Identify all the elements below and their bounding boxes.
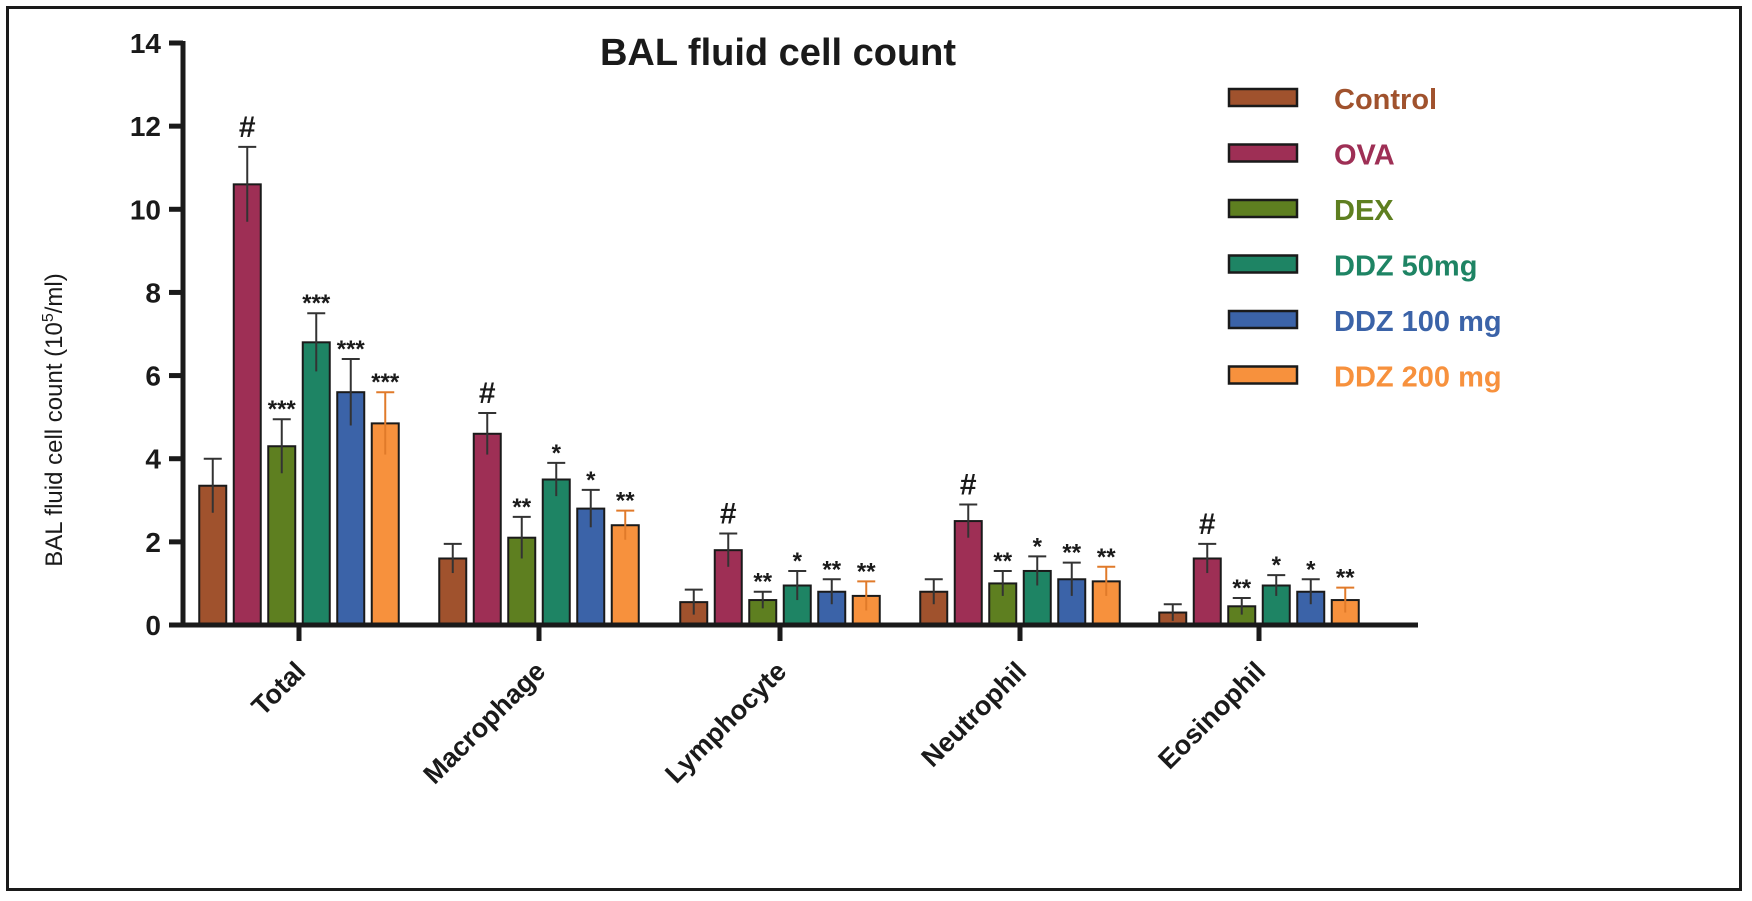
error-bar	[993, 569, 1012, 596]
error-bar	[616, 509, 635, 540]
y-axis-label-prefix: BAL fluid cell count (10	[41, 322, 68, 567]
legend-label-ova: OVA	[1334, 140, 1395, 172]
y-axis-label: BAL fluid cell count (105/ml)	[40, 273, 68, 566]
significance-mark: *	[1272, 552, 1282, 579]
significance-mark: **	[616, 488, 635, 515]
bar-ova-macrophage	[472, 432, 502, 626]
error-bar	[238, 145, 257, 222]
error-bar	[1097, 565, 1116, 596]
x-tick-label-neutrophil: Neutrophil	[916, 656, 1033, 773]
significance-mark: #	[1199, 508, 1216, 541]
bar-ddz-50mg-total	[301, 341, 331, 626]
bar-ddz-100-mg-total	[336, 391, 366, 627]
significance-mark: **	[857, 558, 876, 585]
plot-area: #************ #****** #*** ** **#*** ** **#***…	[198, 111, 1360, 627]
bar-ddz-50mg-neutrophil	[1022, 569, 1052, 627]
significance-mark: #	[720, 498, 737, 531]
significance-mark: ***	[268, 396, 297, 423]
bar-ova-neutrophil	[953, 520, 983, 626]
error-bar	[1198, 542, 1217, 574]
y-axis-label-sup: 5	[40, 313, 57, 322]
significance-mark: **	[753, 569, 772, 596]
y-tick-label: 4	[145, 444, 161, 475]
y-tick-label: 8	[145, 277, 161, 308]
error-bar	[512, 515, 531, 559]
legend-label-ddz-100-mg: DDZ 100 mg	[1334, 306, 1502, 338]
bar-ddz-200-mg-total	[370, 422, 400, 626]
error-bar	[1232, 596, 1251, 615]
significance-mark: **	[1336, 565, 1355, 592]
y-tick-label: 10	[130, 194, 161, 225]
significance-mark: ***	[302, 290, 331, 317]
y-axis-label-suffix: /ml)	[41, 273, 68, 313]
bar-ddz-200-mg-macrophage	[610, 524, 640, 627]
significance-mark: *	[1033, 533, 1043, 560]
error-bar	[547, 461, 566, 497]
legend-swatch-ova	[1227, 143, 1299, 163]
y-tick-label: 12	[130, 111, 161, 142]
error-bar	[959, 503, 978, 538]
legend-swatch-ddz-100-mg	[1227, 309, 1299, 330]
significance-mark: *	[552, 440, 562, 467]
error-bar	[478, 411, 497, 455]
error-bar	[684, 588, 703, 615]
significance-mark: *	[1306, 556, 1316, 583]
error-bar	[753, 590, 772, 609]
legend-label-ddz-50mg: DDZ 50mg	[1334, 251, 1477, 283]
significance-mark: **	[993, 548, 1012, 575]
significance-mark: **	[1097, 544, 1116, 571]
error-bar	[822, 578, 841, 605]
error-bar	[719, 532, 738, 567]
x-tick-label-total: Total	[246, 656, 311, 721]
significance-mark: ***	[371, 369, 400, 396]
significance-mark: *	[793, 548, 803, 575]
significance-mark: **	[1062, 540, 1081, 567]
bar-ddz-50mg-macrophage	[541, 478, 571, 626]
error-bar	[1028, 555, 1047, 586]
legend-swatch-dex	[1227, 198, 1299, 219]
significance-mark: *	[586, 467, 596, 494]
error-bar	[307, 312, 326, 372]
error-bar	[341, 357, 360, 426]
error-bar	[272, 418, 291, 474]
error-bar	[857, 580, 876, 611]
bar-ova-total	[232, 183, 262, 626]
error-bar	[1336, 586, 1355, 613]
error-bar	[1301, 578, 1320, 605]
y-tick-label: 6	[145, 361, 161, 392]
legend-label-dex: DEX	[1334, 195, 1394, 227]
error-bar	[203, 457, 222, 513]
legend-swatch-ddz-50mg	[1227, 254, 1299, 274]
significance-mark: **	[822, 556, 841, 583]
error-bar	[376, 391, 395, 455]
legend-swatch-control	[1227, 87, 1299, 108]
legend-label-ddz-200-mg: DDZ 200 mg	[1334, 362, 1502, 394]
significance-mark: **	[512, 494, 531, 521]
y-tick-label: 0	[145, 610, 161, 641]
bar-ddz-100-mg-macrophage	[576, 507, 606, 627]
significance-mark: #	[960, 468, 977, 501]
x-tick-label-macrophage: Macrophage	[418, 656, 552, 790]
y-tick-label: 14	[130, 28, 162, 59]
significance-mark: #	[239, 111, 256, 144]
legend-label-control: Control	[1334, 84, 1437, 116]
error-bar	[924, 578, 943, 605]
significance-mark: ***	[337, 336, 366, 363]
error-bar	[443, 542, 462, 574]
legend-swatch-ddz-200-mg	[1227, 365, 1299, 385]
x-tick-label-eosinophil: Eosinophil	[1152, 656, 1271, 775]
x-tick-label-lymphocyte: Lymphocyte	[659, 656, 792, 789]
error-bar	[788, 569, 807, 601]
error-bar	[581, 488, 600, 528]
error-bar	[1163, 603, 1182, 621]
error-bar	[1062, 561, 1081, 596]
legend: Control OVA DEX DDZ 50mg DDZ 100 mg DDZ 200 m…	[1227, 84, 1502, 394]
significance-mark: #	[479, 377, 496, 410]
error-bar	[1267, 574, 1286, 596]
chart-title: BAL fluid cell count	[600, 32, 956, 74]
significance-mark: **	[1232, 575, 1251, 602]
y-tick-label: 2	[145, 527, 161, 558]
